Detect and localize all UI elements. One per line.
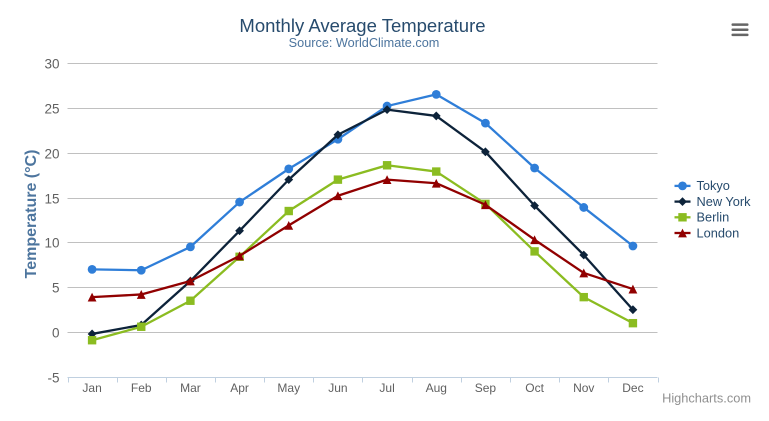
svg-text:Aug: Aug <box>426 381 447 395</box>
svg-text:Oct: Oct <box>525 381 544 395</box>
svg-text:Berlin: Berlin <box>697 210 730 225</box>
svg-text:London: London <box>697 225 740 240</box>
svg-text:10: 10 <box>44 235 59 250</box>
svg-text:15: 15 <box>44 191 59 206</box>
svg-text:May: May <box>277 381 300 395</box>
svg-text:Mar: Mar <box>180 381 201 395</box>
svg-text:0: 0 <box>52 325 60 340</box>
svg-text:Jun: Jun <box>328 381 347 395</box>
svg-text:5: 5 <box>52 280 60 295</box>
svg-text:Highcharts.com: Highcharts.com <box>662 391 751 406</box>
svg-text:Temperature (°C): Temperature (°C) <box>23 150 40 279</box>
svg-text:Source: WorldClimate.com: Source: WorldClimate.com <box>289 36 440 50</box>
svg-text:-5: -5 <box>47 370 59 385</box>
svg-text:Jan: Jan <box>82 381 101 395</box>
svg-text:New York: New York <box>697 194 752 209</box>
svg-text:25: 25 <box>44 101 59 116</box>
svg-text:Apr: Apr <box>230 381 249 395</box>
svg-text:Feb: Feb <box>131 381 152 395</box>
svg-text:Sep: Sep <box>475 381 497 395</box>
svg-text:Dec: Dec <box>622 381 643 395</box>
svg-text:Monthly Average Temperature: Monthly Average Temperature <box>239 15 485 36</box>
svg-text:Jul: Jul <box>379 381 394 395</box>
svg-text:20: 20 <box>44 146 59 161</box>
svg-text:Tokyo: Tokyo <box>697 178 730 193</box>
svg-text:30: 30 <box>44 56 59 71</box>
svg-text:Nov: Nov <box>573 381 594 395</box>
